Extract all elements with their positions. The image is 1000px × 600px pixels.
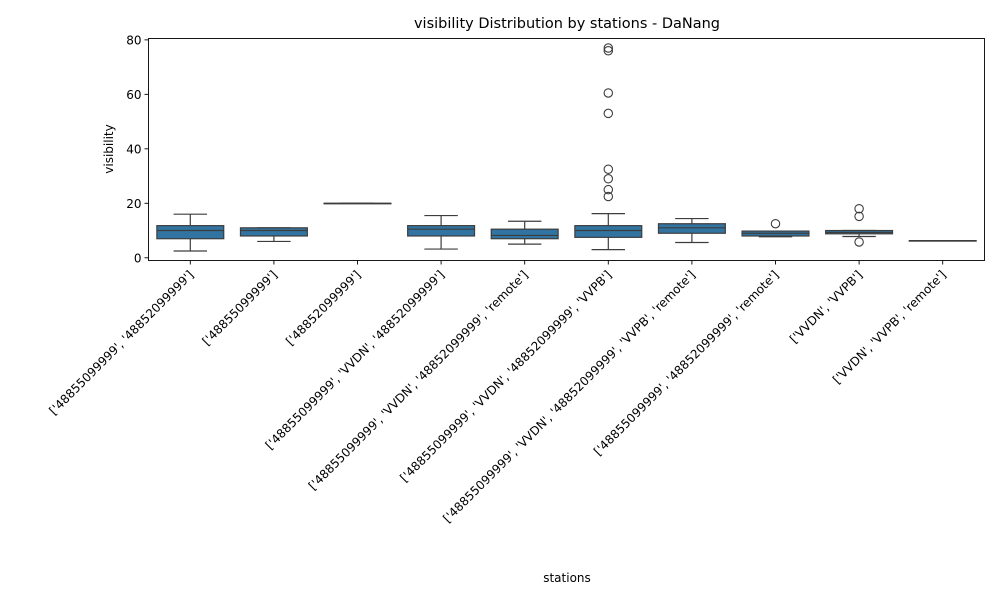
outlier-point: [854, 203, 864, 214]
y-tick-label: 0: [134, 251, 142, 265]
y-tick-label: 60: [126, 88, 141, 102]
x-axis-label: stations: [543, 571, 591, 585]
box: [657, 223, 726, 234]
x-tick-label: ['48855099999', '48852099999']: [46, 268, 196, 418]
axes-frame: [148, 38, 985, 261]
y-tick-label: 80: [126, 33, 141, 47]
outlier-point: [603, 88, 614, 98]
outlier-point: [603, 174, 614, 184]
outlier-point: [854, 211, 864, 222]
outlier-point: [603, 164, 614, 174]
y-tick-label: 40: [126, 142, 141, 156]
outlier-point: [603, 191, 614, 202]
box: [239, 227, 308, 237]
x-tick-label: ['48855099999']: [199, 268, 280, 349]
x-tick-label: ['48852099999']: [283, 268, 364, 349]
outlier-point: [770, 218, 781, 229]
chart-title: visibility Distribution by stations - Da…: [414, 16, 720, 32]
box: [156, 225, 225, 240]
outlier-point: [603, 184, 614, 195]
outlier-point: [603, 108, 614, 119]
box: [407, 225, 476, 237]
y-tick-label: 20: [126, 197, 141, 211]
outlier-point: [854, 237, 864, 247]
box: [490, 228, 559, 240]
box: [574, 225, 643, 238]
y-axis-label: visibility: [102, 124, 116, 173]
outlier-point: [603, 46, 614, 56]
x-tick-label: ['48855099999', 'VVDN', '48852099999']: [263, 268, 448, 453]
outlier-point: [603, 43, 614, 53]
x-tick-label: ['48855099999', '48852099999', 'remote']: [591, 268, 782, 459]
x-tick-label: ['VVDN', 'VVPB']: [787, 268, 865, 346]
